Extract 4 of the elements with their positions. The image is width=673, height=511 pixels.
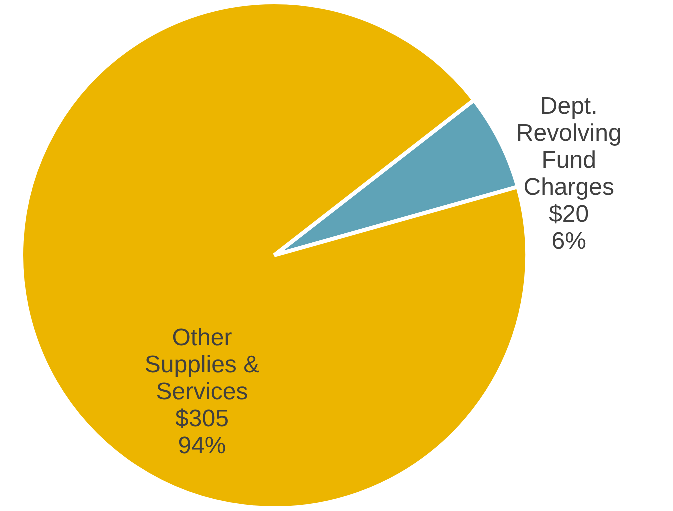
- slice-label: Dept. Revolving Fund Charges: [516, 92, 622, 201]
- slice-label: Other Supplies & Services: [144, 324, 260, 406]
- data-label: $20 6%: [549, 200, 590, 255]
- data-label: $305 94%: [176, 405, 229, 460]
